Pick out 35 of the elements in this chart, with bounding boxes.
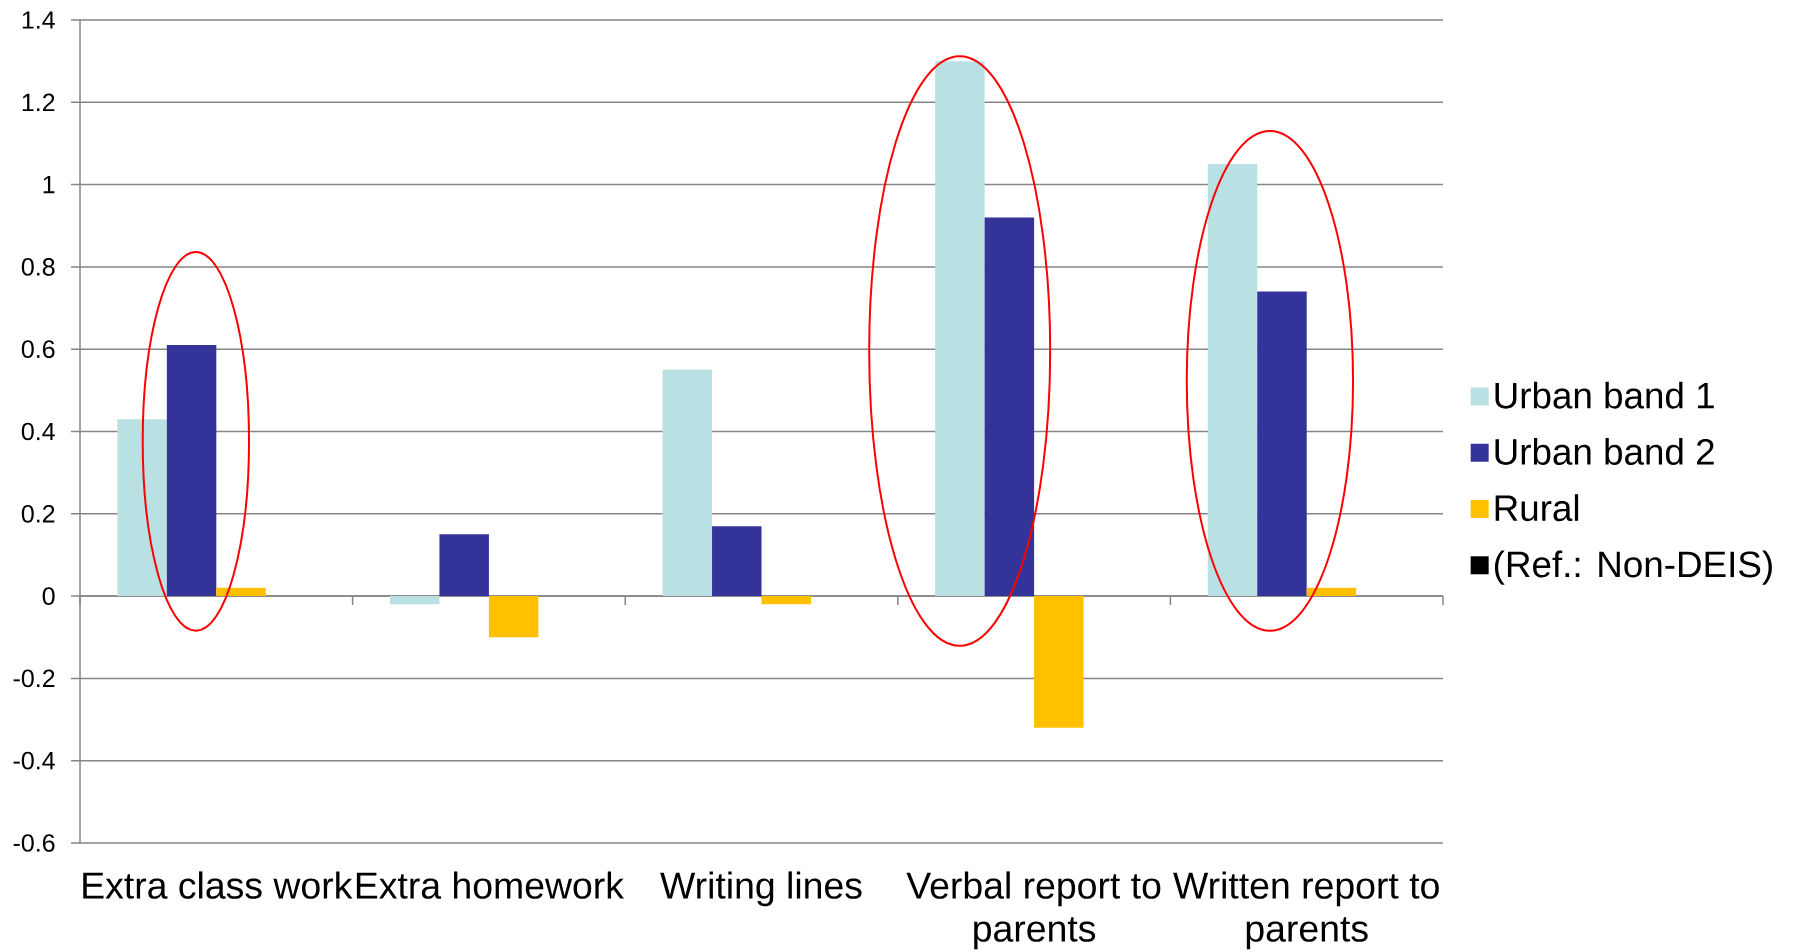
legend-label: Urban band 1 bbox=[1495, 381, 1714, 409]
y-tick-label: 1.4 bbox=[22, 11, 55, 29]
bar bbox=[166, 345, 217, 597]
bar bbox=[439, 534, 489, 597]
bar bbox=[1306, 587, 1357, 597]
bar bbox=[761, 596, 811, 605]
y-tick-label: -0.6 bbox=[13, 834, 55, 852]
bar bbox=[389, 596, 440, 605]
legend-label: Rural bbox=[1495, 494, 1579, 522]
y-tick-label: 0.8 bbox=[21, 258, 55, 276]
y-tick-label: 0.6 bbox=[21, 340, 55, 359]
y-tick-label: 0.4 bbox=[21, 422, 55, 441]
x-tick-label: Verbal report to parents bbox=[906, 871, 1161, 950]
bar bbox=[984, 217, 1035, 597]
legend-label: Urban band 2 bbox=[1495, 437, 1714, 465]
bar bbox=[712, 526, 762, 597]
y-tick-label: 1.2 bbox=[22, 93, 55, 112]
y-tick-label: -0.4 bbox=[13, 751, 55, 770]
x-tick-label: Writing lines bbox=[660, 871, 862, 907]
bar bbox=[1207, 164, 1258, 597]
bar bbox=[662, 369, 713, 597]
x-tick-label: Extra class work bbox=[83, 871, 353, 899]
bar bbox=[216, 587, 266, 597]
bar bbox=[935, 61, 985, 597]
y-tick-label: 0.2 bbox=[21, 504, 55, 523]
bar bbox=[1034, 596, 1084, 728]
y-tick-label: -0.2 bbox=[13, 669, 55, 688]
x-tick-label: Extra homework bbox=[356, 871, 624, 899]
x-tick-label: Written report to parents bbox=[1173, 871, 1439, 950]
bar bbox=[1257, 291, 1307, 597]
bar bbox=[117, 419, 167, 597]
y-tick-label: 1 bbox=[43, 176, 55, 194]
bar bbox=[488, 596, 539, 638]
y-tick-label: 0 bbox=[42, 587, 55, 605]
legend-label: (Ref.: Non-DEIS) bbox=[1494, 550, 1772, 585]
